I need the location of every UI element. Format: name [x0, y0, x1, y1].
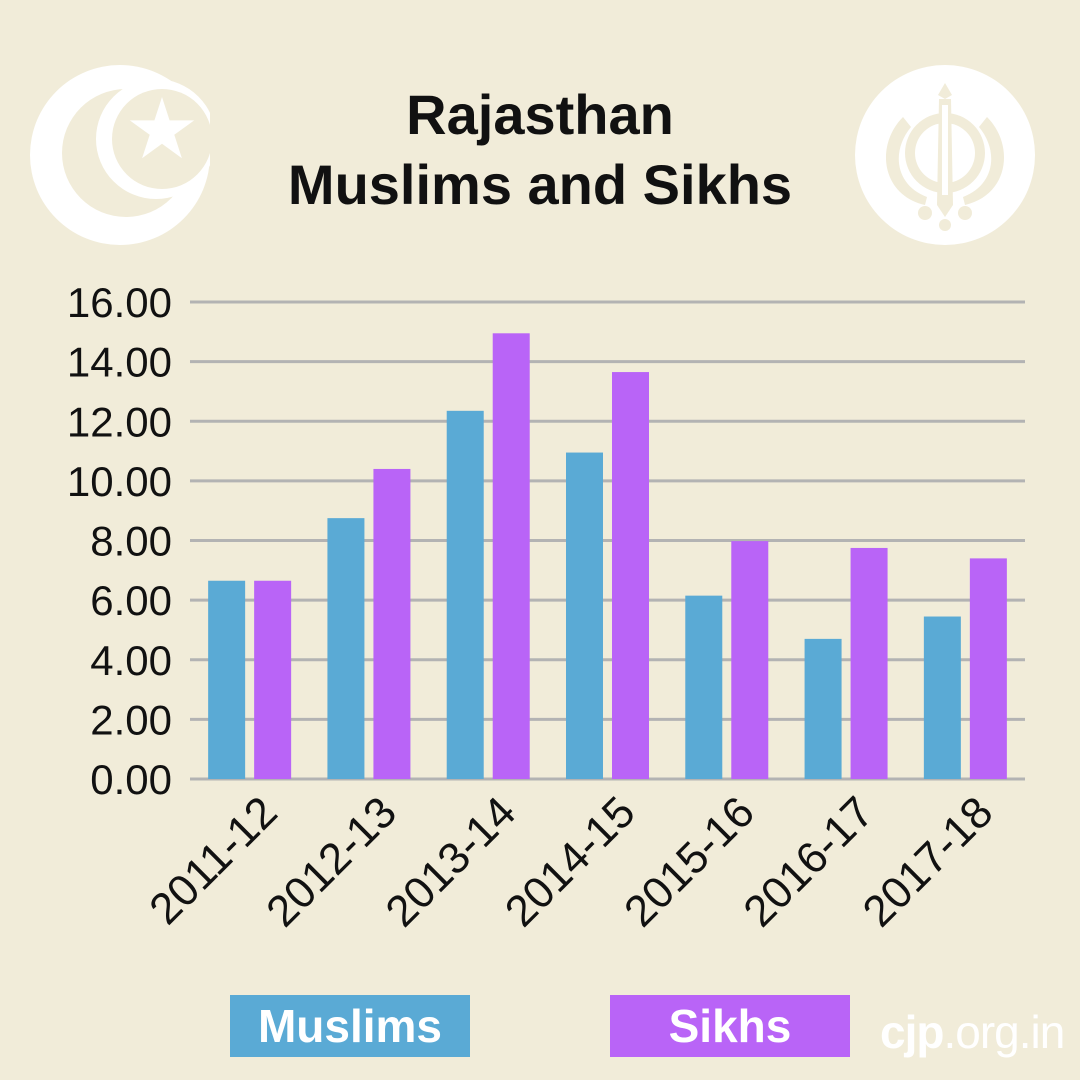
- bar-sikhs-2011-12: [254, 580, 292, 779]
- watermark-brand: cjp: [880, 1006, 944, 1058]
- bar-muslims-2014-15: [566, 452, 603, 779]
- watermark: cjp.org.in: [880, 1005, 1065, 1059]
- gridlines: [190, 300, 1025, 781]
- khanda-icon: [855, 65, 1035, 245]
- y-axis-ticks: 0.00 2.00 4.00 6.00 8.00 10.00 12.00 14.00 16.00: [67, 279, 172, 803]
- bar-sikhs-2015-16: [731, 541, 769, 779]
- bar-muslims-2016-17: [804, 638, 842, 779]
- x-tick-label: 2014-15: [496, 787, 645, 936]
- bar-muslims-2012-13: [327, 518, 365, 779]
- chart-title-line-1: Rajasthan: [406, 83, 674, 146]
- legend-sikhs: Sikhs: [610, 995, 850, 1057]
- bar-muslims-2017-18: [923, 616, 961, 779]
- bars: [208, 333, 1007, 779]
- bar-sikhs-2016-17: [850, 547, 888, 779]
- watermark-domain: .org.in: [943, 1006, 1065, 1058]
- y-tick-label: 14.00: [67, 339, 172, 386]
- y-tick-label: 0.00: [90, 756, 172, 803]
- chart-title-line-2: Muslims and Sikhs: [287, 153, 793, 216]
- bar-muslims-2015-16: [685, 595, 723, 779]
- y-tick-label: 8.00: [90, 518, 172, 565]
- x-tick-label: 2015-16: [615, 787, 764, 936]
- x-tick-label: 2016-17: [734, 787, 883, 936]
- bar-muslims-2013-14: [446, 410, 484, 779]
- x-tick-label: 2012-13: [257, 787, 406, 936]
- y-tick-label: 12.00: [67, 398, 172, 445]
- legend-muslims: Muslims: [230, 995, 470, 1057]
- bar-chart: 0.00 2.00 4.00 6.00 8.00 10.00 12.00 14.00 16.00…: [67, 279, 1025, 936]
- bar-sikhs-2012-13: [373, 468, 411, 779]
- bar-sikhs-2013-14: [492, 333, 530, 779]
- bar-sikhs-2014-15: [612, 372, 649, 779]
- x-axis-ticks: 2011-122012-132013-142014-152015-162016-…: [140, 787, 1002, 936]
- y-tick-label: 2.00: [90, 696, 172, 743]
- x-tick-label: 2013-14: [376, 787, 525, 936]
- bar-muslims-2011-12: [208, 580, 246, 779]
- chart-title: Rajasthan Muslims and Sikhs: [190, 80, 890, 220]
- x-tick-label: 2017-18: [854, 787, 1003, 936]
- x-tick-label: 2011-12: [140, 787, 287, 934]
- y-tick-label: 10.00: [67, 458, 172, 505]
- y-tick-label: 6.00: [90, 577, 172, 624]
- star-and-crescent-icon: [30, 65, 210, 245]
- y-tick-label: 16.00: [67, 279, 172, 326]
- bar-sikhs-2017-18: [969, 558, 1007, 779]
- y-tick-label: 4.00: [90, 637, 172, 684]
